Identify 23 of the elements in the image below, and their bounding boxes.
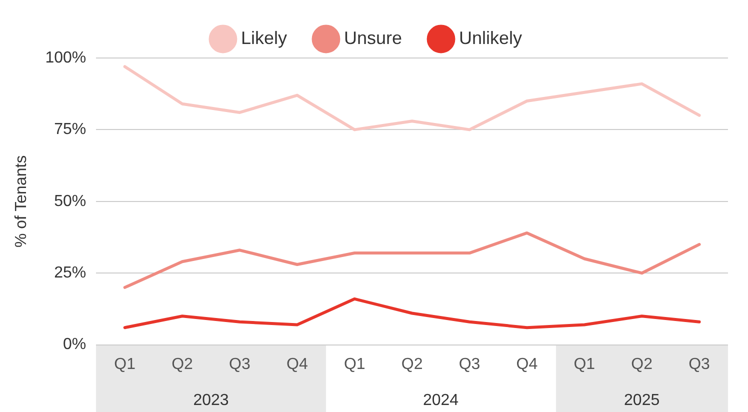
text: 2023 bbox=[192, 392, 230, 410]
x-tick-label: Q4 bbox=[516, 356, 538, 373]
text: 2024 bbox=[422, 392, 460, 410]
y-tick-label: 25% bbox=[54, 264, 86, 282]
text: 2025 bbox=[623, 392, 661, 410]
x-tick-label: Q2 bbox=[401, 356, 423, 373]
x-tick-label: Q3 bbox=[458, 356, 480, 373]
y-tick-label: 75% bbox=[54, 121, 86, 138]
x-tick-label: Q4 bbox=[286, 356, 308, 373]
legend-label: Unsure bbox=[344, 28, 402, 48]
legend-label: Likely bbox=[240, 28, 287, 48]
x-tick-label: Q2 bbox=[631, 356, 653, 373]
y-tick-label: 50% bbox=[54, 192, 86, 210]
x-tick-label: Q3 bbox=[229, 356, 251, 373]
x-tick-label: Q1 bbox=[574, 356, 596, 373]
y-tick-label: 100% bbox=[45, 49, 86, 66]
legend-label: Unlikely bbox=[459, 28, 522, 48]
x-tick-label: Q1 bbox=[344, 356, 366, 373]
x-tick-label: Q1 bbox=[114, 356, 136, 373]
x-tick-label: Q3 bbox=[688, 356, 710, 373]
y-tick-label: 0% bbox=[62, 336, 86, 354]
x-tick-label: Q2 bbox=[172, 356, 194, 373]
y-axis-title: % of Tenants bbox=[13, 155, 30, 248]
